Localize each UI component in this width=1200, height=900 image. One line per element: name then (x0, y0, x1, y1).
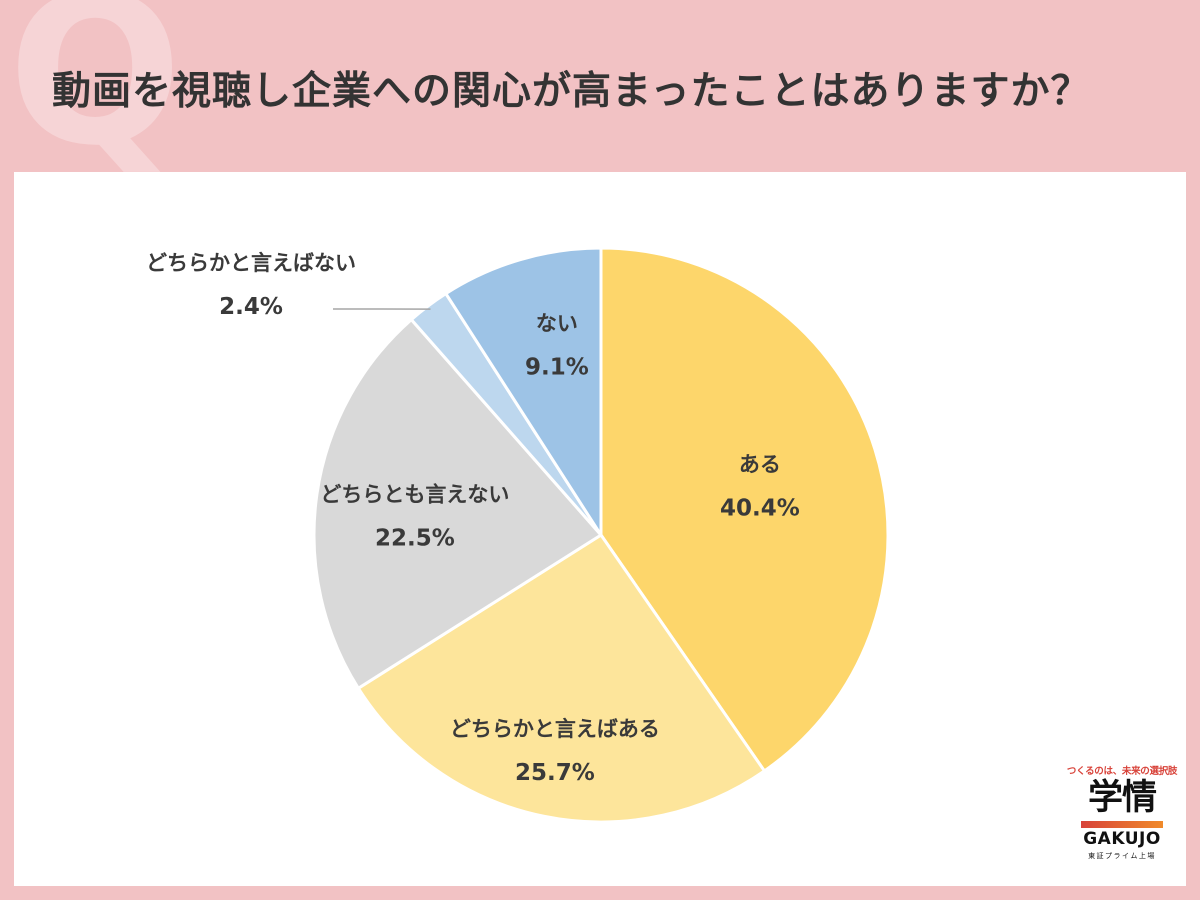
gakujo-logo: つくるのは、未来の選択肢 学情 GAKUJO 東証プライム上場 (1060, 763, 1184, 879)
slice-value-label: 25.7% (515, 760, 595, 786)
slice-category-label: ある (739, 452, 781, 476)
chart-panel: ある 40.4% どちらかと言えばある 25.7% どちらとも言えない 22.5% どちらか… (14, 172, 1186, 886)
pie-slice (599, 246, 890, 773)
logo-tagline: つくるのは、未来の選択肢 (1066, 766, 1178, 777)
pie-slices (312, 246, 890, 824)
page-title: 動画を視聴し企業への関心が高まったことはありますか？ (52, 69, 1091, 114)
logo-kanji: 学情 (1087, 778, 1157, 818)
slice-value-label: 9.1% (525, 354, 589, 380)
slice-labels: ある 40.4% どちらかと言えばある 25.7% どちらとも言えない 22.5% どちらか… (146, 251, 800, 786)
logo-color-bar (1081, 821, 1163, 828)
pie-slice (356, 533, 766, 824)
slice-value-label: 2.4% (219, 294, 283, 320)
q-mark: Q (8, 0, 183, 191)
slice-value-label: 22.5% (375, 526, 455, 552)
logo-english: GAKUJO (1083, 829, 1161, 849)
pie-chart: ある 40.4% どちらかと言えばある 25.7% どちらとも言えない 22.5% どちらか… (146, 246, 890, 824)
logo-subtitle: 東証プライム上場 (1088, 852, 1156, 860)
slice-category-label: どちらとも言えない (320, 483, 509, 507)
slice-value-label: 40.4% (720, 495, 800, 521)
slice-category-label: どちらかと言えばある (450, 717, 660, 741)
slice-category-label: どちらかと言えばない (146, 251, 356, 275)
slice-category-label: ない (536, 311, 578, 335)
pie-slice (444, 246, 603, 537)
pie-slice (312, 318, 603, 690)
